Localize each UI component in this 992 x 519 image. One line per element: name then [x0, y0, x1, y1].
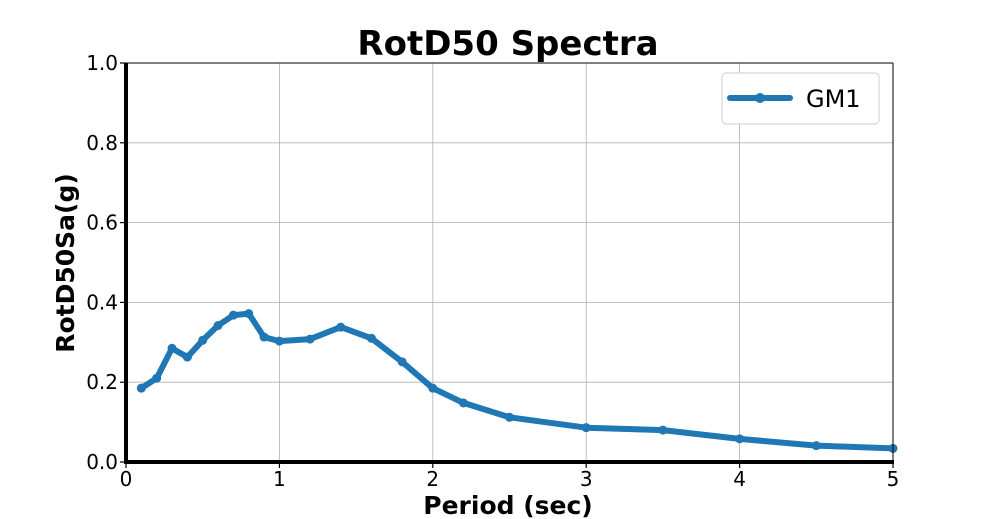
legend-series-label: GM1: [806, 85, 861, 113]
data-point: [458, 398, 468, 408]
y-tick-label: 0.6: [86, 211, 118, 235]
axes: [124, 62, 894, 464]
data-point: [428, 383, 438, 393]
x-tick-label: 3: [580, 467, 593, 491]
data-point: [244, 309, 254, 319]
y-tick-label: 0.0: [86, 450, 118, 474]
y-tick-label: 0.4: [86, 290, 118, 314]
x-tick-labels: 0 1 2 3 4 5: [120, 462, 900, 491]
data-point: [136, 383, 146, 393]
data-point: [505, 412, 514, 422]
chart-title: RotD50 Spectra: [357, 24, 658, 64]
x-tick-label: 5: [887, 467, 900, 491]
data-point: [259, 332, 269, 342]
data-point: [198, 335, 208, 345]
data-point: [274, 336, 284, 346]
data-point: [811, 441, 821, 451]
y-tick-label: 0.2: [86, 370, 118, 394]
data-point: [366, 333, 376, 343]
data-point: [213, 321, 223, 331]
data-point: [167, 343, 177, 353]
y-axis-label: RotD50Sa(g): [51, 173, 80, 353]
data-point: [397, 357, 407, 367]
x-tick-label: 4: [733, 467, 746, 491]
legend-series-marker: [755, 93, 765, 103]
series-line-gm1: [138, 310, 896, 452]
series-layer: [136, 309, 898, 453]
data-point: [152, 373, 162, 383]
x-tick-label: 1: [273, 467, 286, 491]
legend: GM1: [721, 72, 880, 125]
x-tick-label: 2: [426, 467, 439, 491]
x-axis-label: Period (sec): [423, 491, 592, 519]
y-tick-label: 1.0: [86, 51, 118, 75]
y-tick-label: 0.8: [86, 131, 118, 155]
data-point: [182, 352, 192, 362]
data-point: [735, 434, 745, 444]
x-tick-label: 0: [120, 467, 133, 491]
data-point: [581, 423, 591, 433]
legend-box: [721, 72, 880, 125]
data-point: [658, 425, 668, 435]
y-tick-labels: 0.0 0.2 0.4 0.6 0.8 1.0: [86, 51, 126, 474]
data-point: [305, 334, 315, 344]
data-point: [336, 322, 346, 332]
data-point: [228, 310, 238, 320]
